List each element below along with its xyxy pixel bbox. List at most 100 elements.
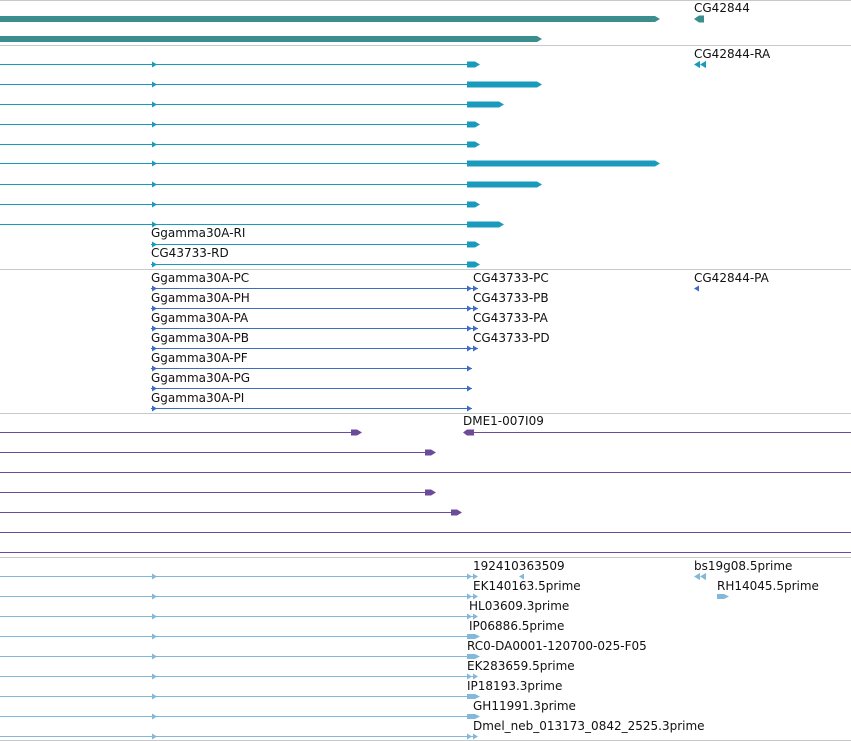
transcript-feature[interactable]: [0, 121, 480, 128]
est-label: bs19g08.5prime: [694, 559, 792, 573]
transcript-feature[interactable]: [151, 261, 480, 268]
transcript-feature[interactable]: [0, 160, 660, 167]
protein-label: CG43733-PA: [473, 311, 549, 325]
est-feature[interactable]: [0, 573, 478, 580]
track-protein: [151, 285, 699, 412]
est-block[interactable]: [467, 694, 480, 699]
cds-block[interactable]: [467, 121, 480, 128]
gene-feature[interactable]: [0, 36, 542, 42]
strand-arrow: [467, 673, 472, 680]
protein-label: Ggamma30A-PH: [151, 291, 250, 305]
est-feature-rh14045[interactable]: [717, 594, 729, 599]
protein-feature[interactable]: [151, 345, 478, 352]
track-alignment: [0, 429, 851, 553]
cds-block[interactable]: [467, 160, 660, 167]
protein-feature-cg42844-pa[interactable]: [694, 285, 699, 292]
strand-arrow: [152, 261, 157, 268]
strand-arrow: [152, 221, 157, 228]
track-mrna: [0, 60, 706, 268]
strand-arrow: [152, 713, 157, 720]
strand-arrow: [467, 285, 472, 292]
strand-arrow: [152, 160, 157, 167]
strand-arrow: [152, 181, 157, 188]
transcript-feature[interactable]: [0, 81, 542, 88]
strand-arrow: [152, 201, 157, 208]
est-feature-bs19g08[interactable]: [694, 572, 706, 581]
strand-arrow: [700, 60, 706, 69]
transcript-feature-cg42844-ra[interactable]: [694, 60, 706, 69]
protein-label: Ggamma30A-PF: [151, 351, 248, 365]
est-feature[interactable]: [0, 653, 480, 660]
strand-arrow: [467, 305, 472, 312]
gene-label: CG42844: [694, 1, 750, 15]
cds-block[interactable]: [467, 261, 480, 268]
alignment-block[interactable]: [425, 449, 436, 456]
alignment-block[interactable]: [425, 489, 436, 496]
est-feature[interactable]: [0, 733, 478, 740]
cds-block[interactable]: [467, 81, 542, 88]
alignment-feature[interactable]: [0, 449, 436, 456]
strand-arrow: [467, 365, 472, 372]
strand-arrow: [694, 60, 700, 69]
strand-arrow: [473, 573, 478, 580]
est-feature[interactable]: [0, 713, 480, 720]
strand-arrow: [152, 285, 157, 292]
transcript-feature[interactable]: [0, 181, 542, 188]
strand-arrow: [152, 345, 157, 352]
strand-arrow: [152, 673, 157, 680]
protein-label: Ggamma30A-PA: [151, 311, 249, 325]
cds-block[interactable]: [467, 61, 480, 68]
transcript-feature[interactable]: [0, 221, 504, 228]
cds-block[interactable]: [467, 221, 504, 228]
est-label: IP18193.3prime: [467, 679, 562, 693]
alignment-feature[interactable]: [0, 489, 436, 496]
gene-feature[interactable]: [0, 16, 660, 22]
transcript-feature[interactable]: [0, 201, 480, 208]
strand-arrow: [152, 141, 157, 148]
protein-feature[interactable]: [151, 405, 472, 412]
cds-block[interactable]: [467, 241, 480, 248]
strand-arrow: [467, 345, 472, 352]
track-est: [0, 572, 729, 740]
cds-block[interactable]: [467, 141, 480, 148]
strand-arrow: [467, 385, 472, 392]
protein-feature[interactable]: [151, 325, 478, 332]
track-gene: [0, 15, 704, 42]
gene-feature-cg42844[interactable]: [694, 15, 704, 23]
est-feature[interactable]: [0, 593, 478, 600]
est-label: 192410363509: [473, 559, 565, 573]
protein-feature[interactable]: [151, 385, 472, 392]
est-block[interactable]: [467, 714, 480, 719]
cds-block[interactable]: [467, 201, 480, 208]
est-label: EK140163.5prime: [473, 579, 581, 593]
strand-arrow: [467, 405, 472, 412]
cds-block[interactable]: [467, 181, 542, 188]
strand-arrow: [467, 573, 472, 580]
alignment-feature[interactable]: [463, 429, 851, 436]
transcript-feature[interactable]: [0, 141, 480, 148]
alignment-label: DME1-007I09: [463, 414, 544, 428]
alignment-feature[interactable]: [0, 429, 362, 436]
est-feature[interactable]: [0, 613, 478, 620]
protein-label: Ggamma30A-PB: [151, 331, 249, 345]
protein-feature[interactable]: [151, 285, 478, 292]
transcript-feature[interactable]: [151, 241, 480, 248]
transcript-feature[interactable]: [0, 61, 480, 68]
strand-arrow: [473, 613, 478, 620]
est-block[interactable]: [467, 634, 480, 639]
est-block[interactable]: [717, 594, 729, 599]
est-feature[interactable]: [0, 673, 478, 680]
est-feature-192410363509[interactable]: [519, 573, 524, 580]
cds-block[interactable]: [467, 101, 504, 108]
est-feature[interactable]: [0, 693, 480, 700]
alignment-feature[interactable]: [0, 509, 462, 516]
est-block[interactable]: [467, 654, 480, 659]
protein-feature[interactable]: [151, 305, 478, 312]
protein-label: Ggamma30A-PI: [151, 391, 244, 405]
protein-label: CG42844-PA: [694, 271, 770, 285]
transcript-feature[interactable]: [0, 101, 504, 108]
protein-feature[interactable]: [151, 365, 472, 372]
est-feature[interactable]: [0, 633, 480, 640]
alignment-block[interactable]: [351, 429, 362, 436]
alignment-block[interactable]: [451, 509, 462, 516]
